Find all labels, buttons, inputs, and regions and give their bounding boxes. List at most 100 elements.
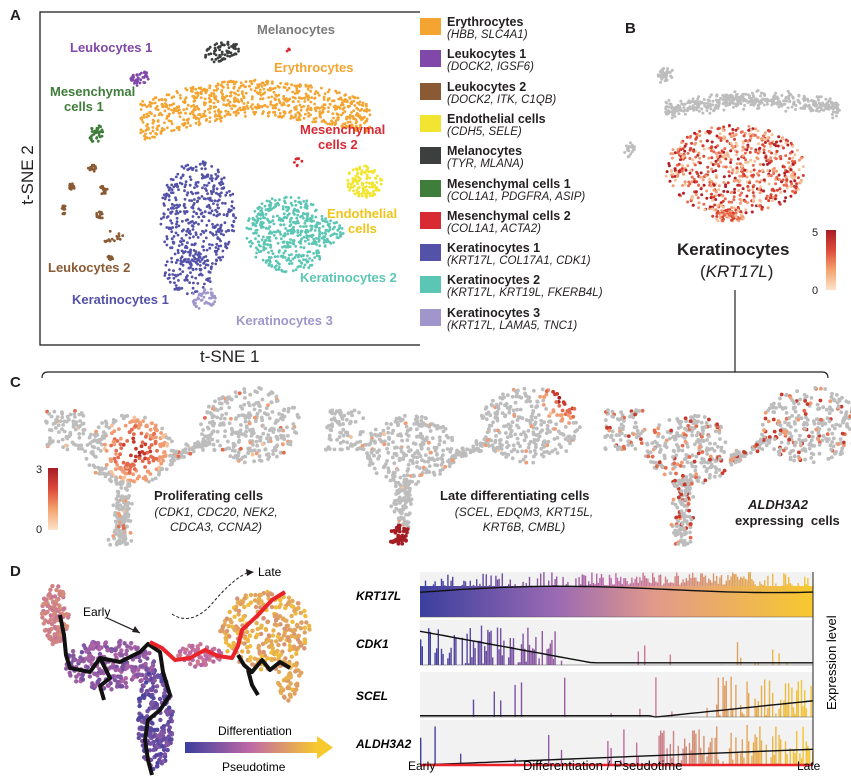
keratinocyte-cell (777, 135, 781, 139)
erythrocyte-cell (194, 87, 198, 91)
endothelial-cell (370, 184, 374, 188)
keratinocyte1-cell (229, 193, 232, 197)
keratinocyte-cell (762, 178, 766, 182)
erythrocyte-cell (316, 91, 320, 95)
keratinocyte1-cell (175, 203, 179, 207)
expressing-cell (152, 431, 157, 436)
keratinocyte1-cell (230, 200, 234, 204)
grey-cell (77, 424, 81, 429)
grey-cell (623, 151, 627, 154)
keratinocyte2-cell (265, 259, 268, 262)
grey-cell (115, 482, 119, 486)
keratinocyte-cell (686, 151, 690, 155)
erythrocyte-cell (215, 117, 219, 121)
keratinocyte1-cell (186, 218, 190, 222)
keratinocyte-cell (740, 198, 744, 202)
keratinocyte2-cell (255, 228, 259, 232)
grey-cell (215, 408, 220, 413)
grey-cell (834, 114, 838, 118)
erythrocyte-cell (302, 105, 306, 108)
leukocyte2-cell (60, 207, 64, 210)
keratinocyte2-cell (306, 214, 309, 218)
keratinocyte-cell (734, 133, 738, 137)
keratinocyte-cell (735, 162, 739, 166)
leukocyte2-cell (95, 212, 99, 215)
grey-cell (685, 109, 689, 113)
keratinocyte1-cell (211, 262, 214, 265)
erythrocyte-cell (326, 110, 330, 113)
keratinocyte-cell (718, 154, 722, 158)
keratinocyte1-cell (190, 206, 194, 209)
erythrocyte-cell (160, 97, 164, 101)
erythrocyte-cell (197, 113, 201, 117)
keratinocyte1-cell (170, 237, 174, 241)
endothelial-cell (349, 183, 353, 186)
expressing-cell (443, 464, 448, 469)
grey-cell (533, 415, 538, 420)
keratinocyte-cell (720, 149, 724, 153)
erythrocyte-cell (240, 92, 244, 95)
grey-cell (274, 399, 279, 403)
keratinocyte2-cell (312, 252, 315, 255)
keratinocyte-cell (705, 139, 709, 143)
grey-cell (701, 111, 705, 115)
grey-cell (531, 409, 536, 413)
keratinocyte1-cell (200, 257, 204, 261)
grey-cell (770, 99, 774, 102)
grey-cell (208, 420, 212, 425)
keratinocyte-cell (762, 148, 766, 152)
keratinocyte2-cell (296, 231, 300, 234)
erythrocyte-cell (266, 105, 269, 109)
endothelial-cell (376, 174, 379, 178)
erythrocyte-cell (260, 105, 263, 108)
mesenchymal1-cell (90, 130, 94, 133)
keratinocyte2-cell (292, 239, 296, 242)
erythrocyte-cell (274, 106, 277, 110)
grey-cell (372, 466, 377, 471)
expressing-cell (544, 389, 549, 394)
keratinocyte-cell (724, 185, 728, 189)
erythrocyte-cell (140, 103, 144, 107)
mesenchymal1-cell (89, 135, 93, 139)
keratinocyte-cell (735, 144, 739, 148)
grey-cell (120, 521, 125, 525)
grey-cell (518, 459, 522, 464)
keratinocyte-cell (683, 149, 687, 153)
keratinocyte1-cell (230, 204, 234, 208)
keratinocyte2-cell (286, 229, 289, 233)
mesenchymal2-cell (285, 49, 289, 53)
grey-cell (292, 405, 296, 410)
keratinocyte-cell (743, 132, 747, 135)
keratinocyte2-cell (283, 196, 286, 200)
expressing-cell (127, 430, 132, 435)
grey-cell (64, 419, 69, 424)
grey-cell (274, 394, 279, 399)
keratinocyte1-cell (196, 236, 200, 239)
grey-cell (505, 405, 510, 410)
keratinocyte-cell (774, 152, 778, 156)
keratinocyte2-cell (299, 225, 302, 228)
grey-cell (563, 425, 568, 429)
keratinocyte-cell (724, 157, 728, 161)
keratinocyte2-cell (305, 234, 308, 237)
grey-cell (498, 401, 503, 406)
leukocyte2-cell (101, 188, 105, 191)
grey-cell (117, 538, 122, 542)
melanocyte-cell (213, 50, 216, 53)
leukocyte2-cell (117, 234, 121, 238)
keratinocyte-cell (680, 169, 684, 173)
grey-cell (109, 474, 114, 479)
grey-cell (696, 97, 700, 101)
erythrocyte-cell (258, 88, 262, 92)
keratinocyte1-cell (173, 183, 177, 187)
keratinocyte1-cell (178, 287, 181, 291)
grey-cell (271, 452, 275, 456)
erythrocyte-cell (311, 120, 315, 124)
keratinocyte-cell (693, 131, 697, 135)
endothelial-cell (361, 188, 365, 192)
keratinocyte-cell (788, 157, 792, 161)
expressing-cell (154, 427, 158, 431)
grey-cell (727, 96, 731, 100)
keratinocyte1-cell (207, 219, 211, 223)
grey-cell (571, 421, 576, 425)
